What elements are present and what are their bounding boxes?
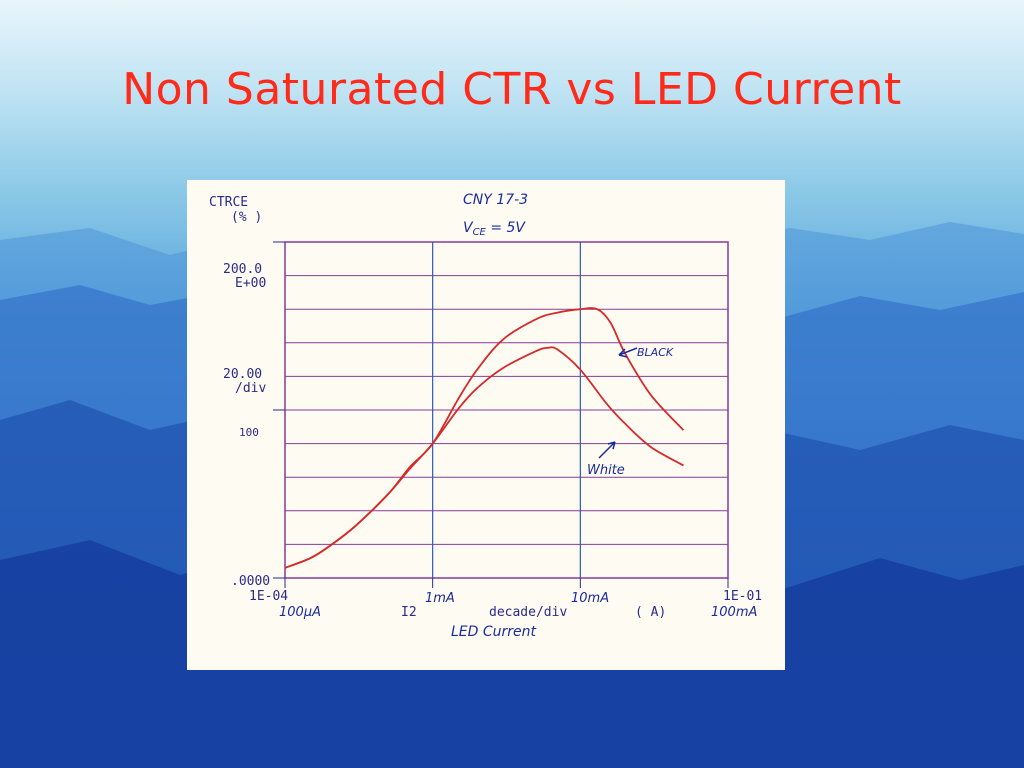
- y-tick-label-top-exp: E+00: [235, 276, 266, 291]
- x-tick-label-left-hand: 100µA: [279, 605, 321, 620]
- x-unit-label: ( A): [635, 605, 666, 620]
- ctr-chart: CTRCE (% ) 200.0 E+00 20.00 /div 100 .00…: [209, 192, 762, 640]
- series-line-black: [284, 307, 685, 569]
- series-label-white: White: [587, 463, 625, 478]
- series-arrow-black: [618, 347, 638, 358]
- x-mark-1ma: 1mA: [425, 591, 455, 606]
- x-tick-label-left: 1E-04: [249, 589, 288, 604]
- x-mark-10ma: 10mA: [571, 591, 609, 606]
- y-tick-label-mid: 100: [239, 426, 259, 439]
- x-tick-label-right: 1E-01: [723, 589, 762, 604]
- y-tick-label-bottom: .0000: [231, 574, 270, 589]
- device-condition: VCE = 5V: [463, 220, 526, 238]
- y-div-label-unit: /div: [235, 381, 266, 396]
- y-tick-label-top: 200.0: [223, 262, 262, 277]
- device-name: CNY 17-3: [463, 192, 528, 208]
- series-layer: [284, 307, 685, 569]
- y-axis-unit: (% ): [231, 210, 262, 225]
- y-div-label: 20.00: [223, 367, 262, 382]
- series-line-white: [284, 346, 684, 569]
- plot-grid: [284, 241, 729, 579]
- x-tick-label-right-hand: 100mA: [711, 605, 757, 620]
- series-label-black: BLACK: [637, 346, 674, 359]
- y-axis-ticks: [273, 241, 729, 588]
- x-axis-caption: LED Current: [451, 624, 537, 640]
- chart-photo: CTRCE (% ) 200.0 E+00 20.00 /div 100 .00…: [187, 180, 785, 670]
- y-axis-name: CTRCE: [209, 195, 248, 210]
- series-arrow-white: [598, 441, 616, 459]
- slide-title: Non Saturated CTR vs LED Current: [122, 64, 902, 115]
- x-channel-label: I2: [401, 605, 417, 620]
- x-div-label: decade/div: [489, 605, 567, 620]
